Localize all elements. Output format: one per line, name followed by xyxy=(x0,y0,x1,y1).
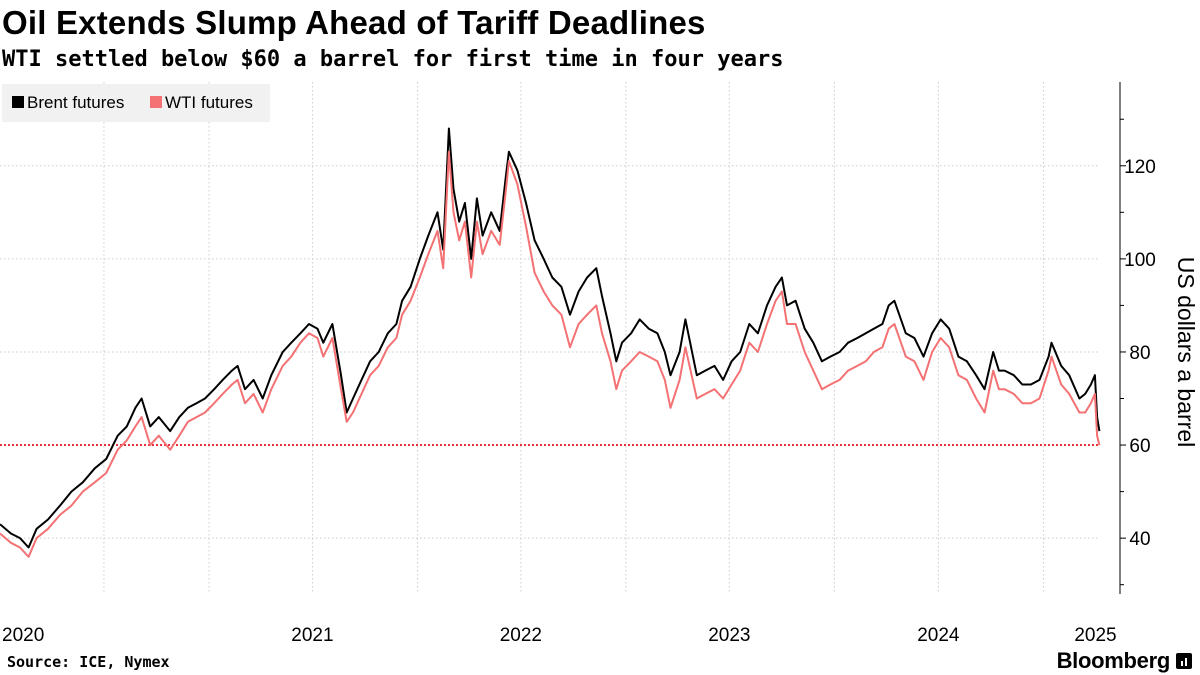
x-tick-label: 2020 xyxy=(2,625,44,646)
x-tick-label: 2024 xyxy=(917,625,960,646)
wti-series-line xyxy=(0,150,1101,558)
legend: Brent futures WTI futures xyxy=(2,84,270,122)
series-layer xyxy=(0,127,1101,558)
brand-logo: Bloomberg xyxy=(1057,648,1192,674)
y-tick-label: 60 xyxy=(1129,436,1150,457)
x-axis: 2020 2021 2022 2023 2024 2025 xyxy=(2,625,1117,646)
y-tick-label: 120 xyxy=(1124,157,1156,178)
brent-series-line xyxy=(0,127,1101,549)
x-tick-label: 2023 xyxy=(708,625,750,646)
x-tick-label: 2022 xyxy=(500,625,542,646)
y-tick-label: 100 xyxy=(1124,250,1156,271)
legend-box xyxy=(2,84,270,122)
legend-item-brent-label: Brent futures xyxy=(27,93,124,112)
legend-item-brent-swatch xyxy=(12,96,24,108)
y-tick-label: 40 xyxy=(1129,529,1150,550)
legend-item-wti-label: WTI futures xyxy=(165,93,253,112)
y-tick-label: 80 xyxy=(1129,343,1150,364)
legend-item-wti-swatch xyxy=(150,96,162,108)
y-axis: 40 60 80 100 120 xyxy=(1119,82,1156,594)
y-axis-label: US dollars a barrel xyxy=(1173,257,1199,447)
grid-lines xyxy=(0,82,1100,594)
bloomberg-chart-icon xyxy=(1176,653,1192,669)
x-tick-label: 2025 xyxy=(1074,625,1116,646)
source-note: Source: ICE, Nymex xyxy=(7,653,170,671)
chart-subtitle: WTI settled below $60 a barrel for first… xyxy=(2,47,784,72)
chart-title: Oil Extends Slump Ahead of Tariff Deadli… xyxy=(2,4,706,41)
brand-name: Bloomberg xyxy=(1056,648,1171,673)
x-tick-label: 2021 xyxy=(291,625,333,646)
